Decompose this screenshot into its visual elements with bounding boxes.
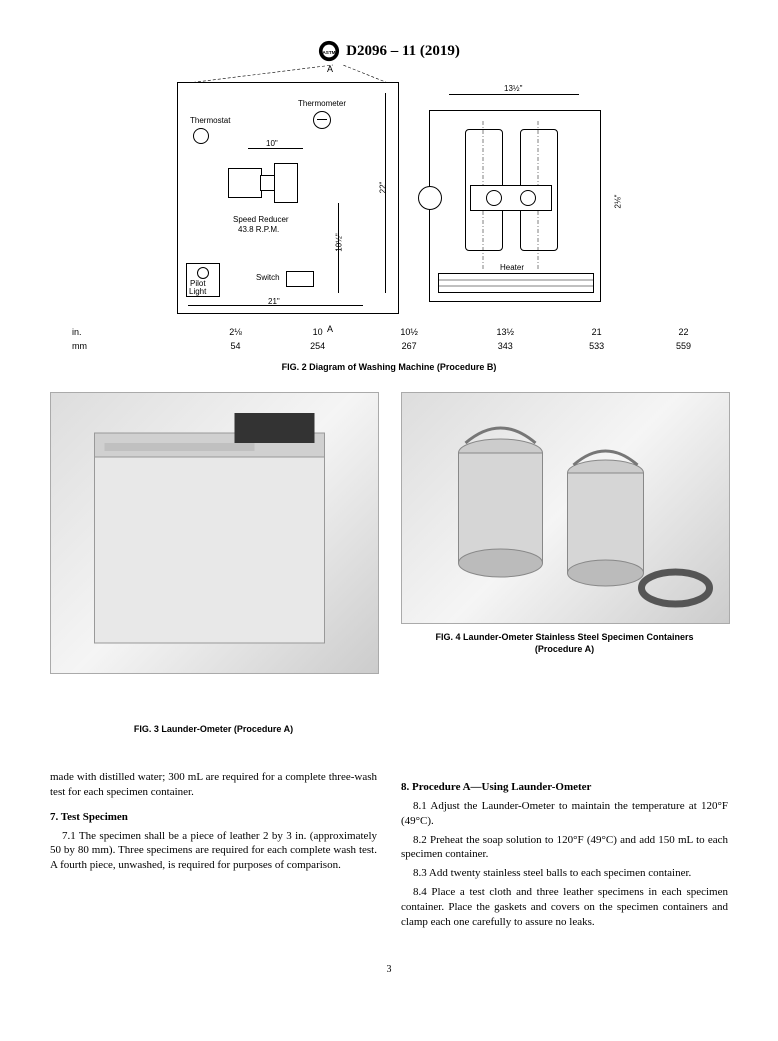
section-8-head: 8. Procedure A—Using Launder-Ometer — [401, 780, 728, 795]
switch-label: Switch — [256, 273, 280, 282]
shaft-end — [418, 186, 442, 210]
diagram-front-view: Thermostat Thermometer Speed Reducer 43.… — [177, 82, 399, 314]
table-row: in. 2⅛ 10 10½ 13½ 21 22 — [52, 326, 726, 338]
para-7-1: 7.1 The specimen shall be a piece of lea… — [50, 829, 377, 874]
diagram-side-view: Heater — [429, 110, 601, 302]
section-marker-bot: A — [327, 324, 333, 334]
para-8-2: 8.2 Preheat the soap solution to 120°F (… — [401, 833, 728, 863]
para-8-4: 8.4 Place a test cloth and three leather… — [401, 885, 728, 930]
thermometer-symbol — [313, 111, 331, 129]
thermostat-label: Thermostat — [190, 116, 230, 125]
astm-logo-icon: ASTM — [318, 40, 340, 62]
table-row: mm 54 254 267 343 533 559 — [52, 340, 726, 352]
dim-13-5: 13½" — [504, 84, 522, 93]
dim-21: 21" — [268, 297, 280, 306]
fig4-image — [401, 392, 730, 624]
dim-22: 22" — [378, 182, 387, 194]
section-7-head: 7. Test Specimen — [50, 810, 377, 825]
fig4-caption-l2: (Procedure A) — [401, 644, 728, 654]
heater-box — [438, 273, 594, 293]
pilot-label-2: Light — [189, 287, 206, 296]
projection-lines — [178, 63, 398, 83]
heater-label: Heater — [500, 263, 524, 272]
thermometer-label: Thermometer — [298, 99, 346, 108]
coupling-1 — [486, 190, 502, 206]
reducer-block — [274, 163, 298, 203]
switch-box — [286, 271, 314, 287]
page-number: 3 — [50, 964, 728, 975]
left-column: made with distilled water; 300 mL are re… — [50, 770, 377, 934]
right-column: 8. Procedure A—Using Launder-Ometer 8.1 … — [401, 770, 728, 934]
speed-reducer-label-1: Speed Reducer — [233, 215, 289, 224]
fig3-caption: FIG. 3 Launder-Ometer (Procedure A) — [50, 724, 377, 734]
dim-10: 10" — [266, 139, 278, 148]
dim-2-18: 2⅛" — [614, 195, 623, 209]
dim-unit-in: in. — [52, 326, 196, 338]
coupling-2 — [520, 190, 536, 206]
dim-line-13-5 — [449, 94, 579, 95]
shaft-housing — [470, 185, 552, 211]
fig2-caption: FIG. 2 Diagram of Washing Machine (Proce… — [50, 362, 728, 372]
para-8-1: 8.1 Adjust the Launder-Ometer to maintai… — [401, 799, 728, 829]
thermostat-symbol — [193, 128, 209, 144]
dimension-table: in. 2⅛ 10 10½ 13½ 21 22 mm 54 254 267 34… — [50, 324, 728, 354]
dim-unit-mm: mm — [52, 340, 196, 352]
pilot-light-indicator — [197, 267, 209, 279]
heater-pattern — [439, 274, 593, 292]
fig3-image — [50, 392, 379, 674]
fig2-diagram: A Thermostat Thermometer Speed Reducer 4… — [50, 82, 728, 314]
body-text: made with distilled water; 300 mL are re… — [50, 770, 728, 934]
dim-line-10 — [248, 148, 303, 149]
dim-10-5: 10½" — [335, 233, 344, 251]
speed-reducer-label-2: 43.8 R.P.M. — [238, 225, 279, 234]
figure-photos: FIG. 3 Launder-Ometer (Procedure A) FIG.… — [50, 392, 728, 754]
svg-text:ASTM: ASTM — [323, 50, 336, 55]
fig4-caption-l1: FIG. 4 Launder-Ometer Stainless Steel Sp… — [401, 632, 728, 642]
motor-block — [228, 168, 262, 198]
continuation-para: made with distilled water; 300 mL are re… — [50, 770, 377, 800]
para-8-3: 8.3 Add twenty stainless steel balls to … — [401, 866, 728, 881]
page-header: ASTM D2096 – 11 (2019) — [50, 40, 728, 62]
designation: D2096 – 11 (2019) — [346, 43, 460, 60]
